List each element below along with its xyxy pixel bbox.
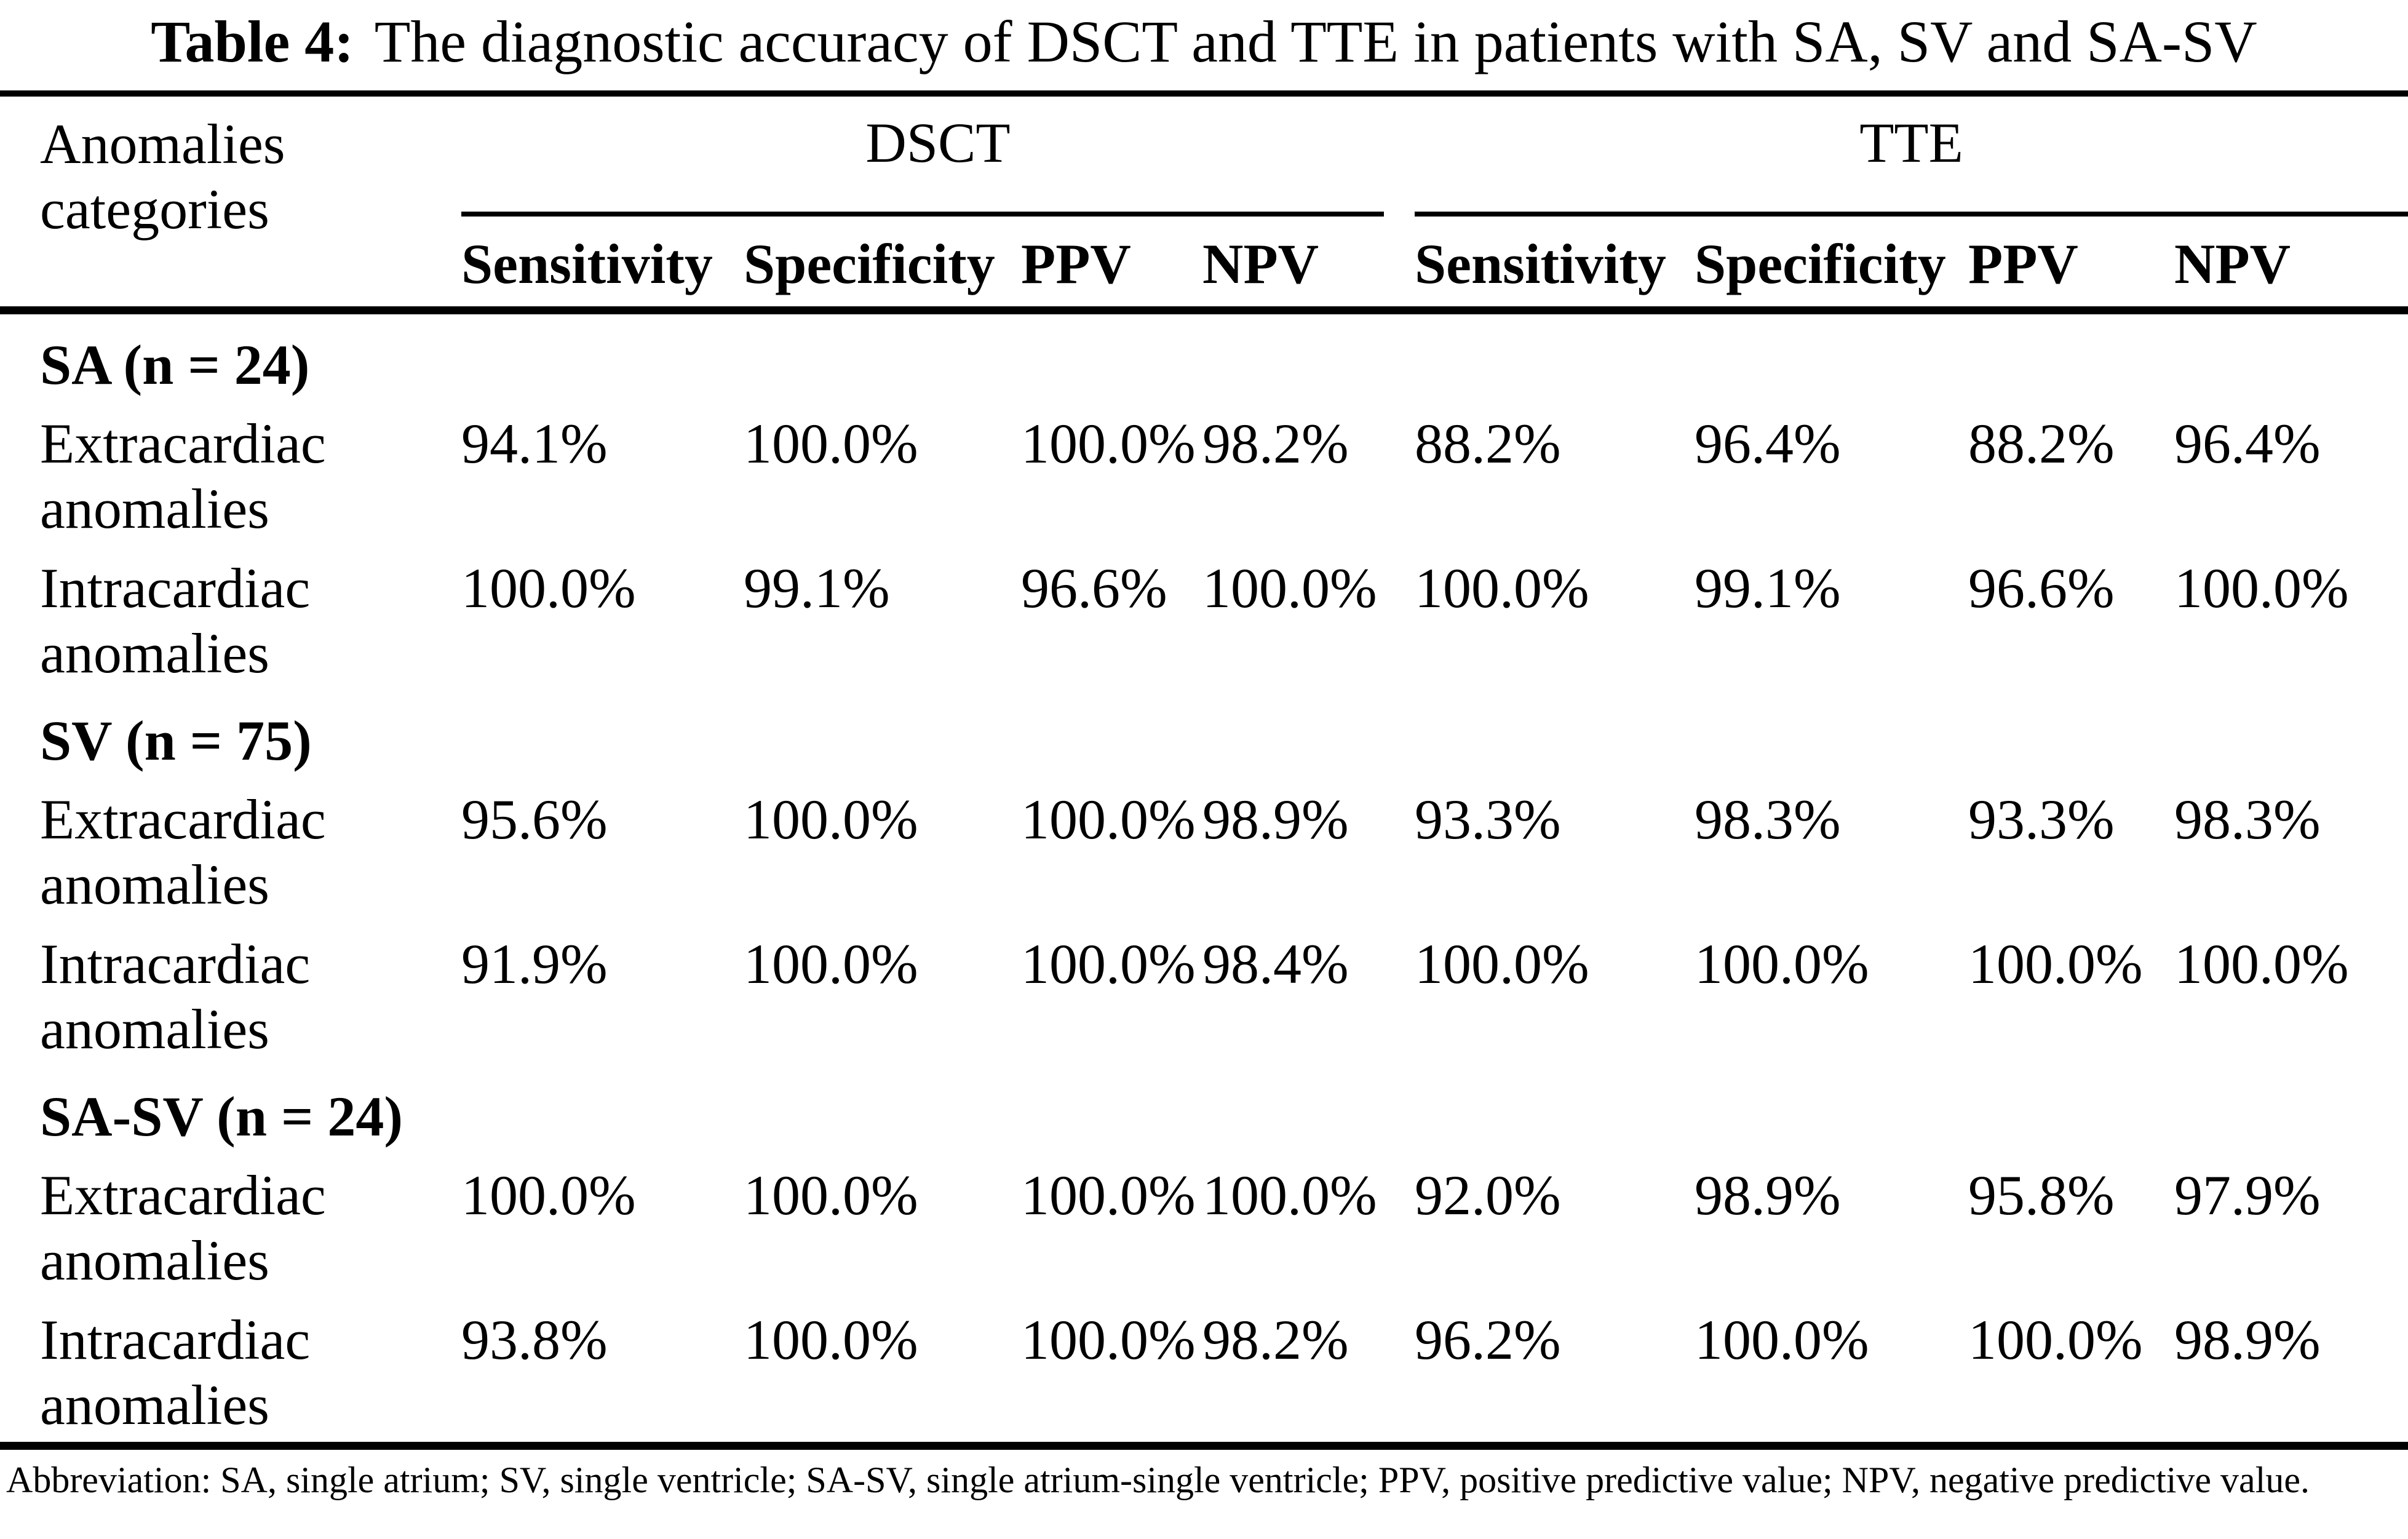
table-cell: 98.2%	[1202, 1308, 1349, 1372]
section-label-sa: SA (n = 24)	[40, 333, 310, 396]
table-cell: 100.0%	[744, 933, 918, 996]
table-cell: 100.0%	[1021, 1163, 1196, 1227]
table-title: Table 4: The diagnostic accuracy of DSCT …	[0, 0, 2408, 90]
table-cell: 96.6%	[1968, 557, 2115, 620]
tte-group-rule	[1415, 212, 2408, 217]
table-row-sa-intracardiac: Intracardiac anomalies 100.0% 99.1% 96.6…	[0, 545, 2408, 690]
table-cell: 96.2%	[1415, 1308, 1561, 1372]
table-cell: 100.0%	[1695, 1308, 1869, 1372]
row-category: Extracardiac anomalies	[40, 787, 326, 916]
table-row-sv-extracardiac: Extracardiac anomalies 95.6% 100.0% 100.…	[0, 776, 2408, 921]
section-header-row-sa-sv: SA-SV (n = 24)	[0, 1066, 2408, 1152]
table-cell: 98.9%	[1202, 787, 1349, 851]
table-cell: 100.0%	[1021, 933, 1196, 996]
table-title-text: The diagnostic accuracy of DSCT and TTE …	[374, 9, 2257, 74]
column-header-dsct-specificity: Specificity	[744, 217, 1021, 314]
table-cell: 93.3%	[1968, 787, 2115, 851]
table-cell: 95.6%	[461, 787, 608, 851]
table-cell: 91.9%	[461, 933, 608, 996]
table-cell: 100.0%	[1021, 412, 1196, 475]
page: Table 4: The diagnostic accuracy of DSCT …	[0, 0, 2408, 1500]
table-cell: 96.4%	[2174, 412, 2321, 475]
table-cell: 95.8%	[1968, 1163, 2115, 1227]
row-category: Intracardiac anomalies	[40, 557, 311, 685]
table-cell: 92.0%	[1415, 1163, 1561, 1227]
table-cell: 98.3%	[1695, 787, 1841, 851]
table-row-sasv-extracardiac: Extracardiac anomalies 100.0% 100.0% 100…	[0, 1152, 2408, 1297]
column-header-tte-sensitivity: Sensitivity	[1415, 217, 1695, 314]
dsct-group-rule	[461, 212, 1384, 217]
table-cell: 93.8%	[461, 1308, 608, 1372]
row-category: Extracardiac anomalies	[40, 1163, 326, 1292]
group-header-dsct-label: DSCT	[865, 111, 1011, 174]
row-category: Intracardiac anomalies	[40, 933, 311, 1061]
table-cell: 100.0%	[1415, 557, 1589, 620]
table-cell: 100.0%	[2174, 557, 2349, 620]
table-cell: 99.1%	[1695, 557, 1841, 620]
table-cell: 98.9%	[2174, 1308, 2321, 1372]
table-footnote: Abbreviation: SA, single atrium; SV, sin…	[6, 1459, 2310, 1500]
table-cell: 96.6%	[1021, 557, 1167, 620]
table-cell: 100.0%	[744, 1308, 918, 1372]
table-cell: 93.3%	[1415, 787, 1561, 851]
section-header-row-sa: SA (n = 24)	[0, 311, 2408, 400]
table-cell: 100.0%	[1202, 1163, 1377, 1227]
group-header-row: Anomalies categories DSCT TTE	[0, 93, 2408, 314]
table-cell: 100.0%	[1021, 787, 1196, 851]
table-cell: 88.2%	[1968, 412, 2115, 475]
table-cell: 100.0%	[744, 412, 918, 475]
table-title-number: Table 4:	[151, 9, 354, 74]
table-row-sv-intracardiac: Intracardiac anomalies 91.9% 100.0% 100.…	[0, 921, 2408, 1066]
table-row-sasv-intracardiac: Intracardiac anomalies 93.8% 100.0% 100.…	[0, 1297, 2408, 1446]
table-cell: 98.2%	[1202, 412, 1349, 475]
column-header-tte-specificity: Specificity	[1695, 217, 1968, 314]
column-header-tte-ppv: PPV	[1968, 217, 2174, 314]
table-cell: 100.0%	[461, 557, 636, 620]
table-cell: 97.9%	[2174, 1163, 2321, 1227]
row-category: Extracardiac anomalies	[40, 412, 326, 540]
table-cell: 88.2%	[1415, 412, 1561, 475]
column-header-dsct-sensitivity: Sensitivity	[461, 217, 744, 314]
table-cell: 98.9%	[1695, 1163, 1841, 1227]
table-cell: 100.0%	[1968, 933, 2143, 996]
table-row-sa-extracardiac: Extracardiac anomalies 94.1% 100.0% 100.…	[0, 400, 2408, 546]
column-header-tte-npv: NPV	[2174, 217, 2408, 314]
table-cell: 100.0%	[1415, 933, 1589, 996]
group-header-dsct: DSCT	[461, 93, 1415, 217]
column-header-dsct-ppv: PPV	[1021, 217, 1202, 314]
row-category: Intracardiac anomalies	[40, 1308, 311, 1437]
table-cell: 100.0%	[1021, 1308, 1196, 1372]
table-cell: 100.0%	[1202, 557, 1377, 620]
table-cell: 99.1%	[744, 557, 890, 620]
table-cell: 98.4%	[1202, 933, 1349, 996]
section-header-row-sv: SV (n = 75)	[0, 690, 2408, 776]
table-cell: 100.0%	[744, 787, 918, 851]
diagnostic-accuracy-table: Anomalies categories DSCT TTE Sensitivit…	[0, 90, 2408, 1450]
metric-header-row: Sensitivity Specificity PPV NPV Sensitiv…	[0, 217, 2408, 314]
table-cell: 100.0%	[2174, 933, 2349, 996]
table-cell: 96.4%	[1695, 412, 1841, 475]
table-cell: 100.0%	[461, 1163, 636, 1227]
table-cell: 100.0%	[1695, 933, 1869, 996]
table-cell: 100.0%	[1968, 1308, 2143, 1372]
section-label-sv: SV (n = 75)	[40, 709, 312, 772]
table-cell: 94.1%	[461, 412, 608, 475]
section-label-sa-sv: SA-SV (n = 24)	[40, 1084, 403, 1148]
column-header-anomalies-categories: Anomalies categories	[0, 93, 461, 314]
table-cell: 100.0%	[744, 1163, 918, 1227]
group-header-tte: TTE	[1415, 93, 2408, 217]
group-header-tte-label: TTE	[1859, 111, 1963, 174]
table-cell: 98.3%	[2174, 787, 2321, 851]
column-header-dsct-npv: NPV	[1202, 217, 1415, 314]
